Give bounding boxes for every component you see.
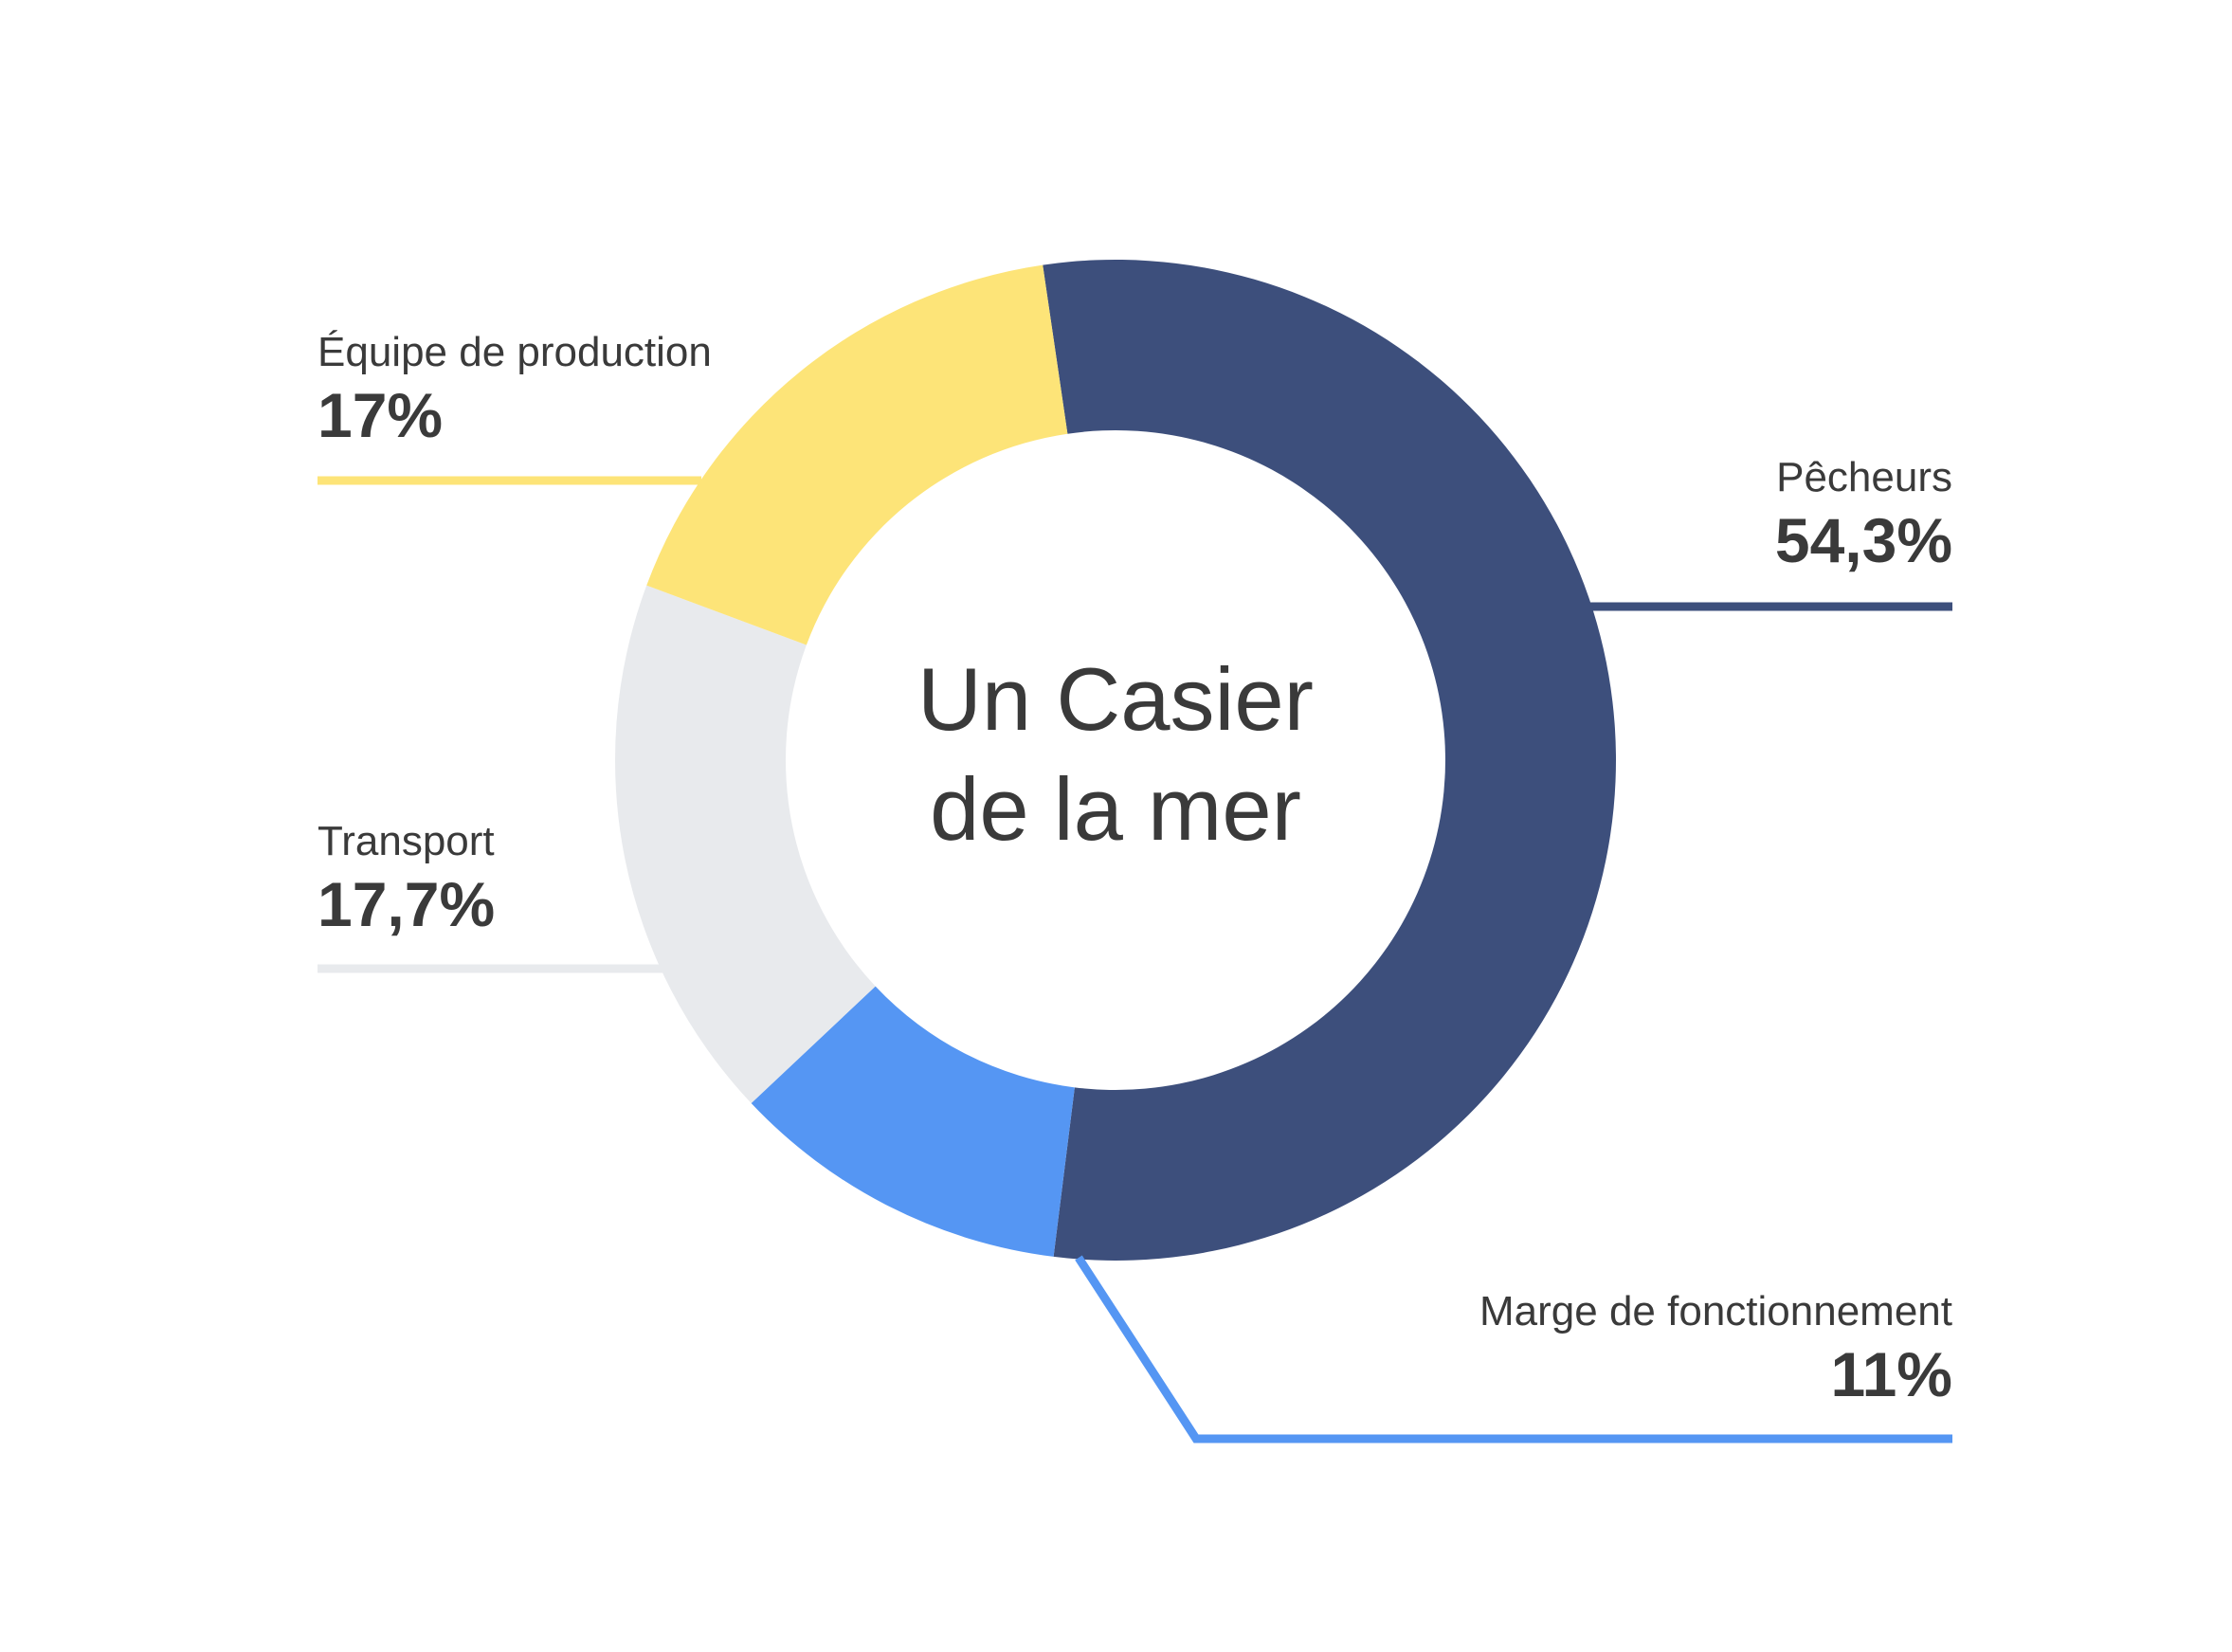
label-pecheurs-name: Pêcheurs bbox=[1776, 454, 1952, 500]
label-pecheurs-value: 54,3% bbox=[1774, 505, 1952, 575]
label-marge-name: Marge de fonctionnement bbox=[1479, 1288, 1952, 1334]
slice-marge bbox=[751, 986, 1075, 1257]
label-marge: Marge de fonctionnement 11% bbox=[1479, 1287, 1952, 1412]
label-equipe-value: 17% bbox=[318, 380, 444, 450]
label-pecheurs: Pêcheurs 54,3% bbox=[1775, 453, 1952, 578]
label-marge-value: 11% bbox=[1830, 1339, 1952, 1409]
chart-title-line-1: Un Casier bbox=[917, 649, 1314, 749]
leader-line-marge bbox=[1075, 1255, 1952, 1443]
slice-pecheurs bbox=[1043, 260, 1616, 1262]
label-transport: Transport 17,7% bbox=[318, 817, 495, 942]
slice-transport bbox=[614, 585, 876, 1104]
chart-title-line-2: de la mer bbox=[930, 759, 1301, 859]
label-equipe: Équipe de production 17% bbox=[318, 328, 712, 453]
chart-title: Un Casier de la mer bbox=[831, 644, 1400, 864]
slice-equipe bbox=[646, 264, 1068, 645]
label-transport-name: Transport bbox=[318, 818, 495, 864]
label-transport-value: 17,7% bbox=[318, 869, 496, 939]
label-equipe-name: Équipe de production bbox=[318, 329, 712, 375]
